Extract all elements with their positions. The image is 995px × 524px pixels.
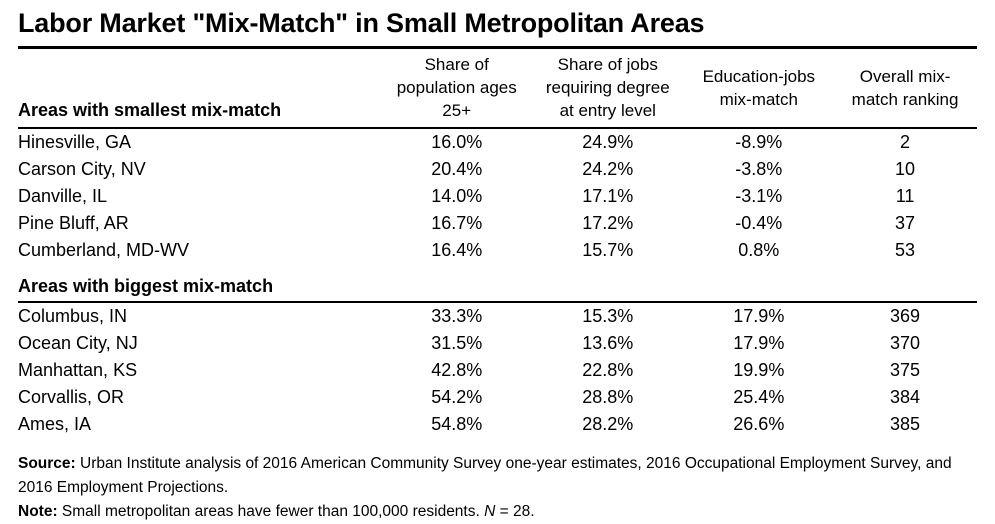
table-row-ocean-city: Ocean City, NJ 31.5% 13.6% 17.9% 370	[18, 330, 977, 357]
column-header-jobs-share: Share of jobs requiring degree at entry …	[531, 49, 685, 129]
column-header-ranking: Overall mix- match ranking	[833, 49, 977, 129]
table-body: Hinesville, GA 16.0% 24.9% -8.9% 2 Carso…	[18, 128, 977, 438]
pop-share-cell: 20.4%	[431, 159, 483, 179]
mix-match-table: Areas with smallest mix-match Share of p…	[18, 49, 977, 438]
mix-match-cell: 19.9%	[733, 360, 785, 380]
ranking-cell: 370	[890, 333, 921, 353]
note-n-symbol: N	[484, 503, 496, 520]
note-text-after: = 28.	[495, 503, 535, 520]
area-cell: Corvallis, OR	[18, 387, 125, 407]
mix-match-cell: -3.8%	[735, 159, 783, 179]
jobs-share-cell: 15.3%	[582, 306, 634, 326]
pop-share-cell: 33.3%	[431, 306, 483, 326]
pop-share-cell: 16.7%	[431, 213, 483, 233]
ranking-cell: 53	[895, 240, 916, 260]
area-cell: Ocean City, NJ	[18, 333, 138, 353]
ranking-cell: 2	[900, 132, 911, 152]
column-header-pop-share: Share of population ages 25+	[382, 49, 532, 129]
table-row-carson-city: Carson City, NV 20.4% 24.2% -3.8% 10	[18, 156, 977, 183]
jobs-share-cell: 28.2%	[582, 414, 634, 434]
table-header: Areas with smallest mix-match Share of p…	[18, 49, 977, 129]
jobs-share-cell: 24.2%	[582, 159, 634, 179]
table-row-danville: Danville, IL 14.0% 17.1% -3.1% 11	[18, 183, 977, 210]
jobs-share-cell: 13.6%	[582, 333, 634, 353]
mix-match-cell: 17.9%	[733, 333, 785, 353]
note-line: Note: Small metropolitan areas have fewe…	[18, 500, 977, 524]
mix-match-cell: 17.9%	[733, 306, 785, 326]
pop-share-cell: 42.8%	[431, 360, 483, 380]
note-text: Small metropolitan areas have fewer than…	[57, 503, 485, 520]
table-row-hinesville: Hinesville, GA 16.0% 24.9% -8.9% 2	[18, 128, 977, 156]
note-label: Note:	[18, 503, 58, 520]
source-label: Source:	[18, 455, 76, 472]
jobs-share-cell: 17.1%	[582, 186, 634, 206]
ranking-cell: 385	[890, 414, 921, 434]
mix-match-cell: 25.4%	[733, 387, 785, 407]
ranking-cell: 369	[890, 306, 921, 326]
jobs-share-cell: 22.8%	[582, 360, 634, 380]
area-cell: Cumberland, MD-WV	[18, 240, 190, 260]
table-row-cumberland: Cumberland, MD-WV 16.4% 15.7% 0.8% 53	[18, 237, 977, 264]
jobs-share-cell: 28.8%	[582, 387, 634, 407]
area-cell: Columbus, IN	[18, 306, 128, 326]
table-row-pine-bluff: Pine Bluff, AR 16.7% 17.2% -0.4% 37	[18, 210, 977, 237]
jobs-share-cell: 24.9%	[582, 132, 634, 152]
column-header-mix-match: Education-jobs mix-match	[684, 49, 834, 129]
section-label-smallest: Areas with smallest mix-match	[18, 49, 383, 129]
section-label-biggest: Areas with biggest mix-match	[18, 264, 977, 303]
ranking-cell: 11	[895, 186, 915, 206]
area-cell: Danville, IL	[18, 186, 108, 206]
ranking-cell: 375	[890, 360, 921, 380]
mix-match-cell: 0.8%	[738, 240, 780, 260]
area-cell: Hinesville, GA	[18, 132, 132, 152]
pop-share-cell: 14.0%	[431, 186, 483, 206]
mix-match-cell: -3.1%	[735, 186, 783, 206]
source-text: Urban Institute analysis of 2016 America…	[18, 455, 952, 496]
mix-match-cell: -8.9%	[735, 132, 783, 152]
table-row-ames: Ames, IA 54.8% 28.2% 26.6% 385	[18, 411, 977, 438]
area-cell: Ames, IA	[18, 414, 92, 434]
header-row: Areas with smallest mix-match Share of p…	[18, 49, 977, 129]
source-line: Source: Urban Institute analysis of 2016…	[18, 452, 977, 500]
area-cell: Pine Bluff, AR	[18, 213, 129, 233]
pop-share-cell: 16.4%	[431, 240, 483, 260]
figure-footer: Source: Urban Institute analysis of 2016…	[18, 452, 977, 524]
mix-match-cell: -0.4%	[735, 213, 783, 233]
table-row-corvallis: Corvallis, OR 54.2% 28.8% 25.4% 384	[18, 384, 977, 411]
jobs-share-cell: 15.7%	[582, 240, 634, 260]
table-row-columbus: Columbus, IN 33.3% 15.3% 17.9% 369	[18, 302, 977, 330]
mix-match-cell: 26.6%	[733, 414, 785, 434]
ranking-cell: 384	[890, 387, 921, 407]
pop-share-cell: 54.8%	[431, 414, 483, 434]
pop-share-cell: 54.2%	[431, 387, 483, 407]
figure-title: Labor Market "Mix-Match" in Small Metrop…	[18, 5, 977, 49]
ranking-cell: 10	[895, 159, 916, 179]
ranking-cell: 37	[895, 213, 916, 233]
pop-share-cell: 31.5%	[431, 333, 483, 353]
area-cell: Manhattan, KS	[18, 360, 138, 380]
table-row-manhattan: Manhattan, KS 42.8% 22.8% 19.9% 375	[18, 357, 977, 384]
jobs-share-cell: 17.2%	[582, 213, 634, 233]
pop-share-cell: 16.0%	[431, 132, 483, 152]
section-header-row-biggest: Areas with biggest mix-match	[18, 264, 977, 303]
area-cell: Carson City, NV	[18, 159, 146, 179]
